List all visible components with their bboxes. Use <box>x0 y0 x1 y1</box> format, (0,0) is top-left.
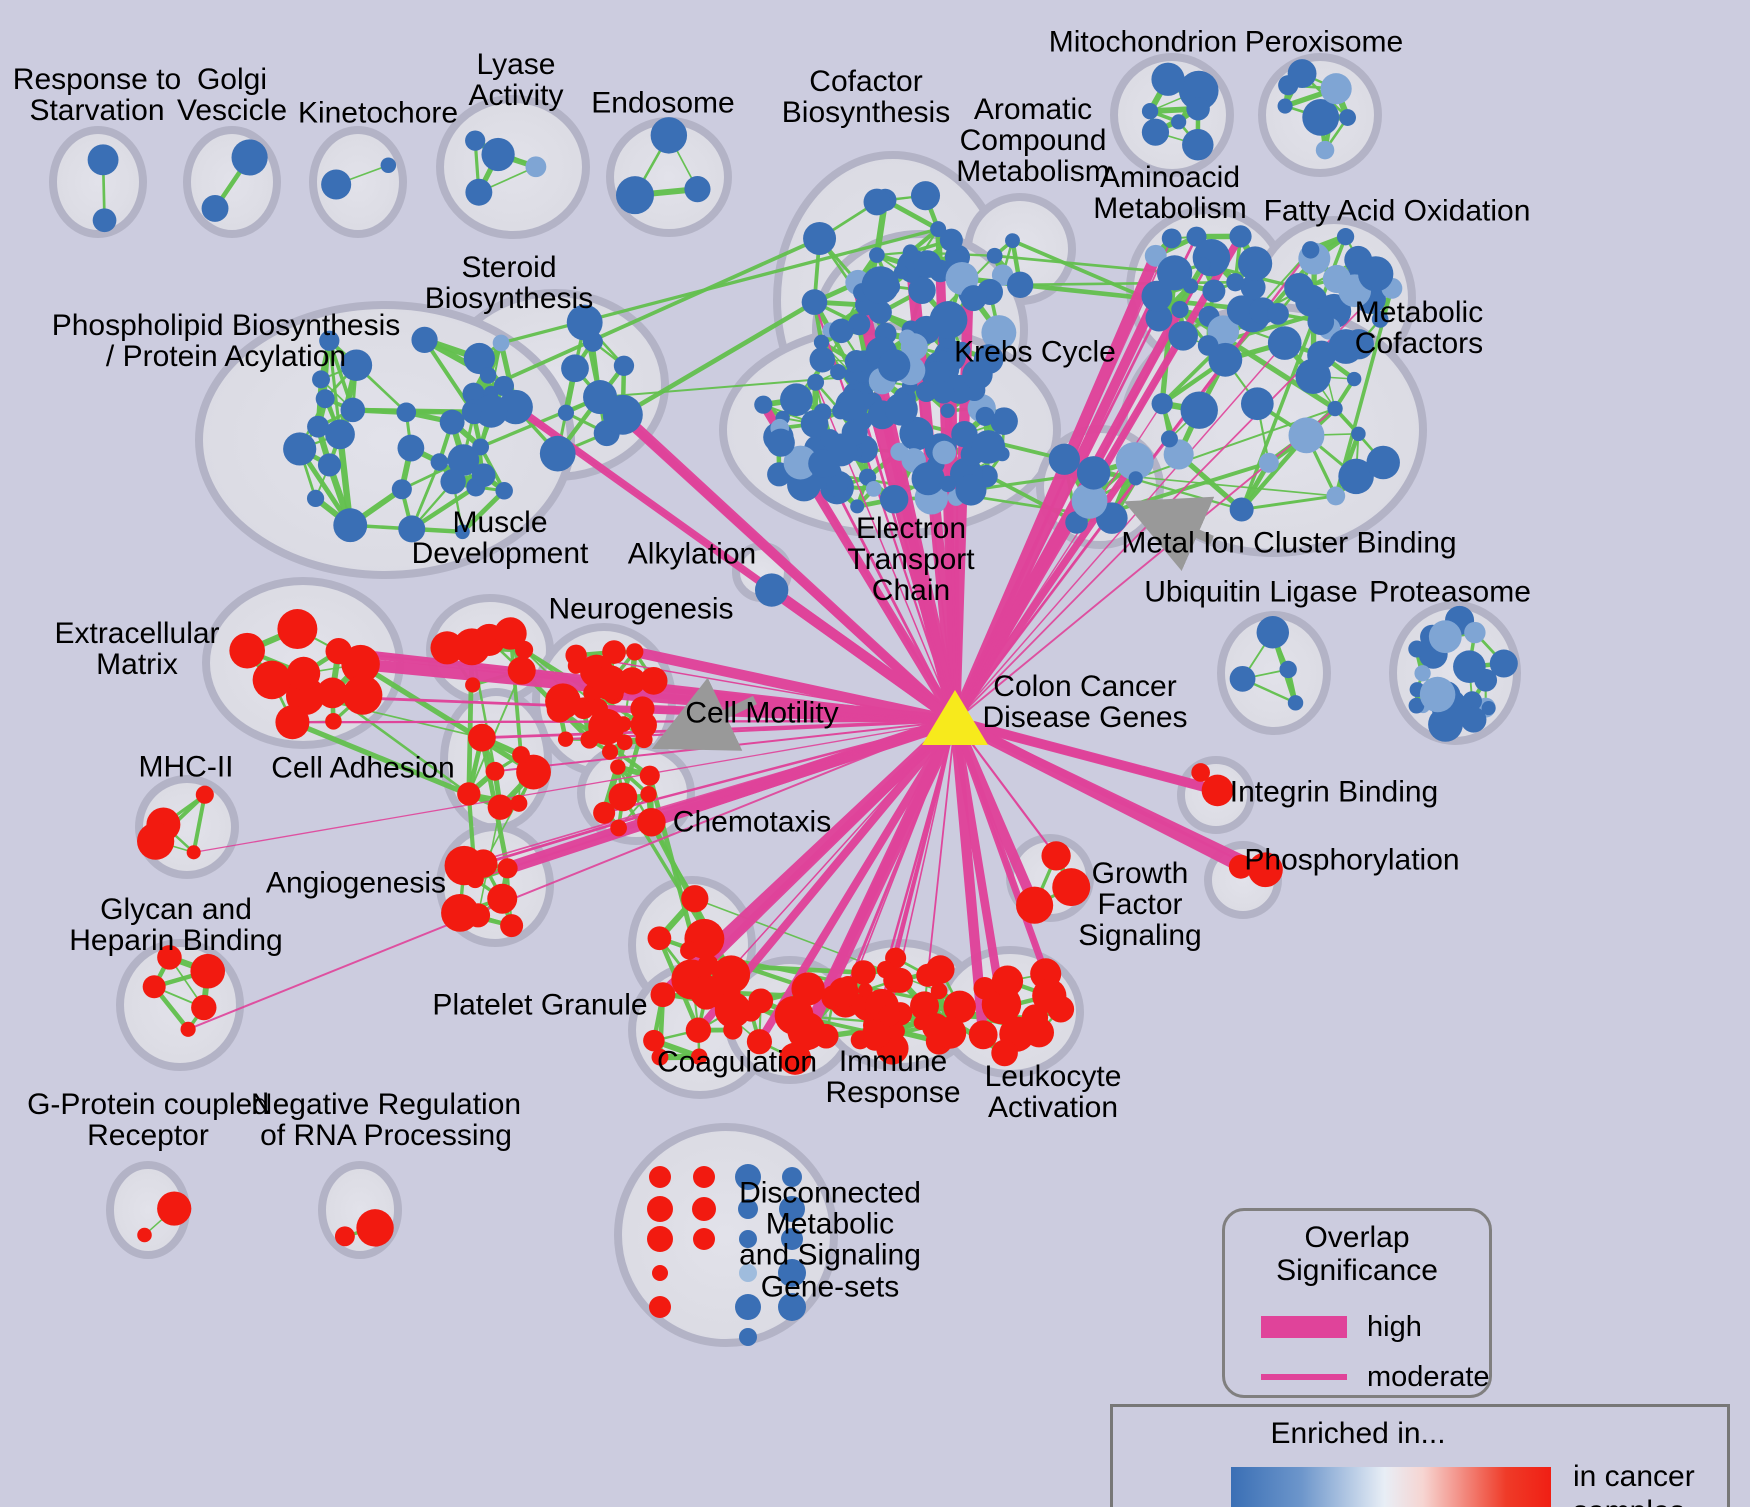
enrichment-side-label: in cancer samples vs. controls <box>1573 1460 1695 1507</box>
enrichment-legend-title: Enriched in... <box>1270 1417 1446 1450</box>
overlap-significance-legend: Overlap Significance high moderate <box>1222 1208 1492 1398</box>
moderate-significance-label: moderate <box>1367 1361 1490 1393</box>
gene-set-nodes <box>87 59 1518 1346</box>
legend-title: Overlap Significance <box>1276 1221 1438 1287</box>
enrichment-colorbar <box>1231 1467 1551 1507</box>
high-significance-label: high <box>1367 1311 1422 1343</box>
hub-edges <box>187 234 1372 1062</box>
enrichment-legend: Enriched in... Down Up in cancer samples… <box>1110 1404 1730 1507</box>
high-significance-swatch <box>1261 1316 1347 1338</box>
moderate-significance-swatch <box>1261 1374 1347 1380</box>
pointer-arrows <box>651 496 1215 751</box>
colon-cancer-hub-node[interactable] <box>922 690 988 745</box>
